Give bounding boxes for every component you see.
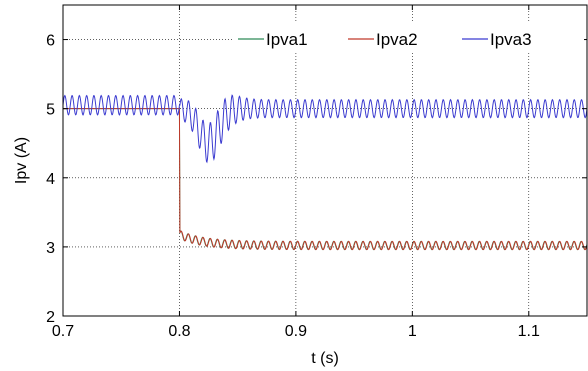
legend-box bbox=[232, 22, 584, 52]
x-tick-label: 0.8 bbox=[168, 323, 190, 340]
legend-label: Ipva1 bbox=[266, 30, 308, 49]
y-tick-label: 2 bbox=[46, 309, 55, 326]
legend-label: Ipva2 bbox=[376, 30, 418, 49]
x-tick-label: 1 bbox=[408, 323, 417, 340]
y-tick-label: 4 bbox=[46, 171, 55, 188]
axes-frame bbox=[62, 4, 588, 317]
y-tick-label: 5 bbox=[46, 102, 55, 119]
x-tick-label: 0.7 bbox=[52, 323, 74, 340]
x-tick-label: 1.1 bbox=[518, 323, 540, 340]
y-tick-label: 3 bbox=[46, 240, 55, 257]
series-layer bbox=[62, 94, 588, 251]
y-tick-label: 6 bbox=[46, 33, 55, 50]
legend-label: Ipva3 bbox=[490, 30, 532, 49]
legend: Ipva1 Ipva2 Ipva3 bbox=[232, 22, 584, 52]
series-line-ipva3 bbox=[62, 94, 588, 164]
y-axis-label: Ipv (A) bbox=[13, 137, 30, 184]
ticks: 0.7 0.8 0.9 1 1.1 2 3 4 5 6 bbox=[46, 5, 587, 340]
x-axis-label: t (s) bbox=[311, 350, 339, 367]
x-tick-label: 0.9 bbox=[285, 323, 307, 340]
